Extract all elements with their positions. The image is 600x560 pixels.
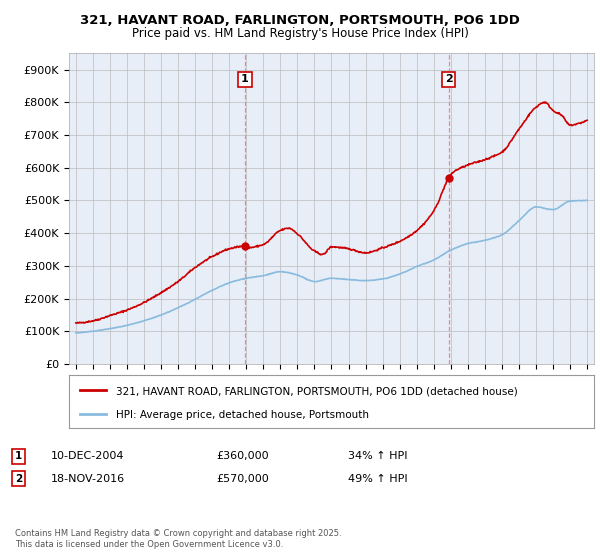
Text: Contains HM Land Registry data © Crown copyright and database right 2025.
This d: Contains HM Land Registry data © Crown c… (15, 529, 341, 549)
Text: 321, HAVANT ROAD, FARLINGTON, PORTSMOUTH, PO6 1DD: 321, HAVANT ROAD, FARLINGTON, PORTSMOUTH… (80, 14, 520, 27)
Text: 34% ↑ HPI: 34% ↑ HPI (348, 451, 407, 461)
Text: 2: 2 (15, 474, 22, 484)
Text: Price paid vs. HM Land Registry's House Price Index (HPI): Price paid vs. HM Land Registry's House … (131, 27, 469, 40)
Text: 321, HAVANT ROAD, FARLINGTON, PORTSMOUTH, PO6 1DD (detached house): 321, HAVANT ROAD, FARLINGTON, PORTSMOUTH… (116, 386, 518, 396)
Text: 18-NOV-2016: 18-NOV-2016 (51, 474, 125, 484)
Text: 1: 1 (15, 451, 22, 461)
Text: 2: 2 (445, 74, 452, 85)
Text: HPI: Average price, detached house, Portsmouth: HPI: Average price, detached house, Port… (116, 409, 369, 419)
Text: 49% ↑ HPI: 49% ↑ HPI (348, 474, 407, 484)
Text: £360,000: £360,000 (216, 451, 269, 461)
Text: 10-DEC-2004: 10-DEC-2004 (51, 451, 125, 461)
Text: 1: 1 (241, 74, 249, 85)
Text: £570,000: £570,000 (216, 474, 269, 484)
